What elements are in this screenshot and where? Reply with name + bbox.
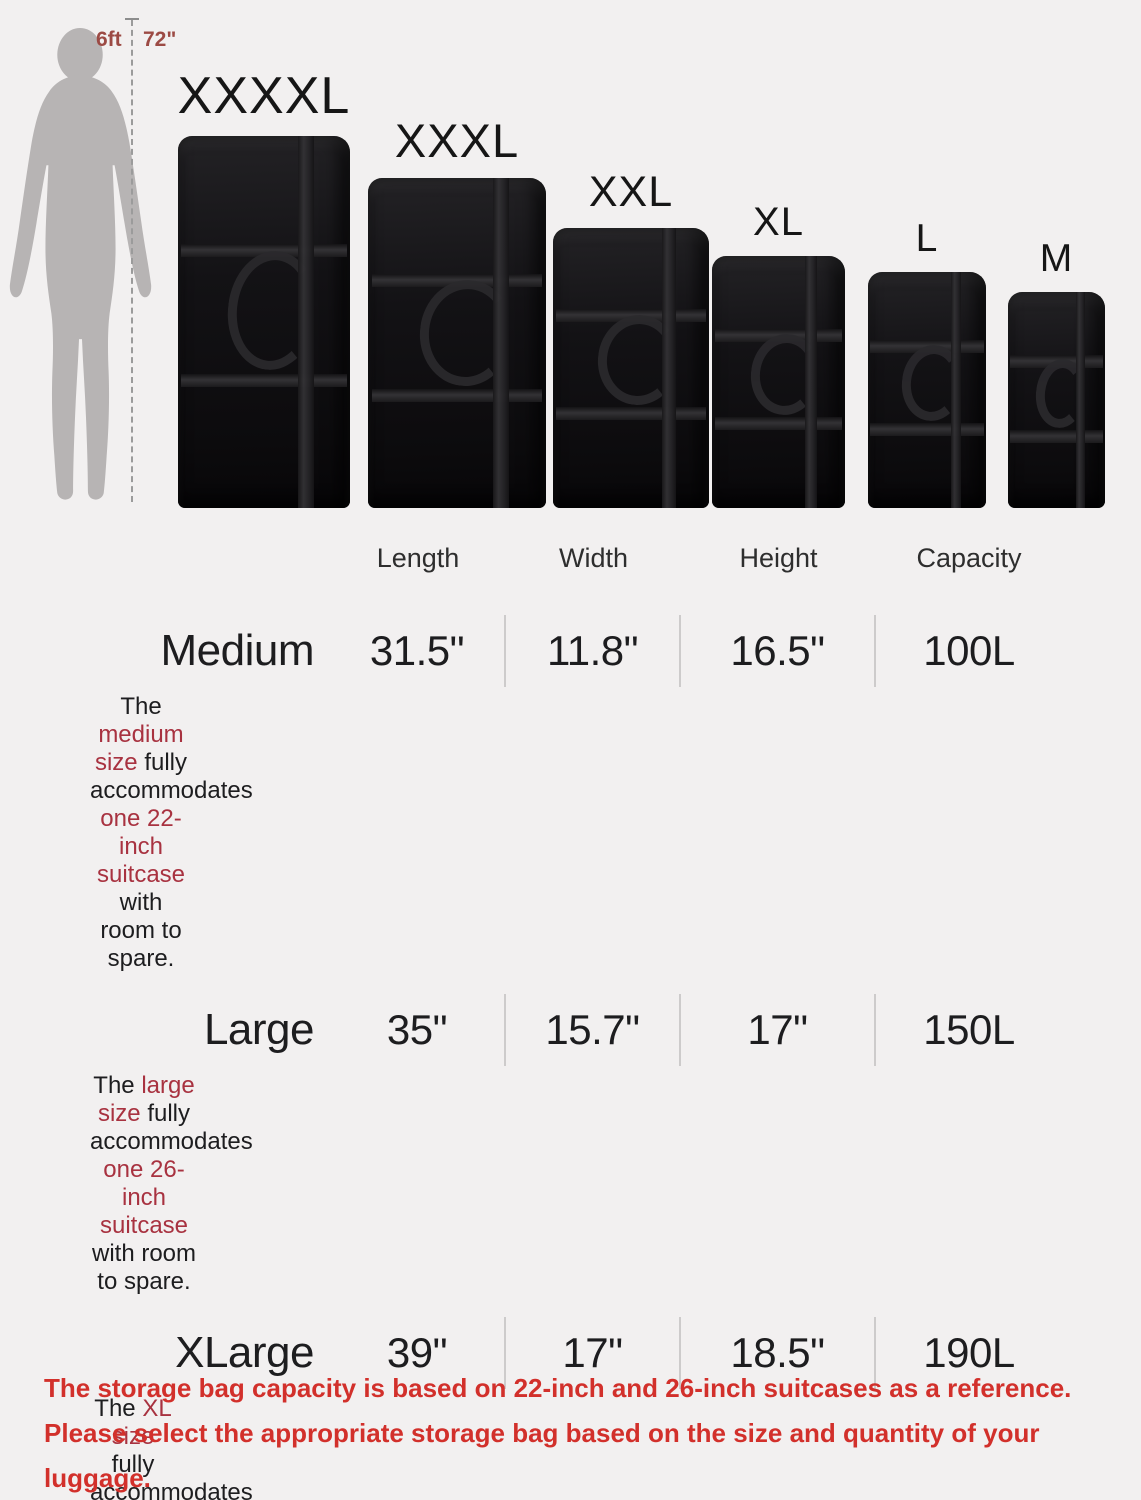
storage-bag xyxy=(178,136,350,508)
desc-text: The xyxy=(93,1072,142,1099)
height-label-inches: 72" xyxy=(143,28,177,51)
desc-text: fully accommodates xyxy=(90,1100,253,1155)
desc-text: with room to spare. xyxy=(91,1240,197,1295)
measure-tick xyxy=(125,18,139,20)
bag-vertical-strap xyxy=(298,136,314,508)
capacity-value: 190L xyxy=(923,1329,1015,1376)
height-value: 16.5" xyxy=(681,615,876,687)
size-values-row: XLarge 39" 17" 18.5" 190L xyxy=(20,1317,1015,1389)
bag-size-label: XXXXL xyxy=(177,67,351,125)
bag-vertical-strap xyxy=(805,256,818,508)
bag-size-label: XXL xyxy=(588,168,674,216)
storage-bag xyxy=(368,178,546,508)
size-row: Large 35" 15.7" 17" 150L The large size … xyxy=(20,994,1015,1296)
width-value: 15.7" xyxy=(506,994,681,1066)
bag-size-column: L xyxy=(868,0,986,508)
desc-text: fully accommodates xyxy=(90,1451,253,1500)
bag-horizontal-strap xyxy=(371,389,543,403)
column-header-capacity: Capacity xyxy=(916,543,1022,573)
desc-highlight-suitcase: one 22-inch suitcase xyxy=(96,805,186,888)
bag-size-column: XL xyxy=(712,0,845,508)
bag-size-column: XXXXL xyxy=(178,0,350,508)
bag-size-label: XXXL xyxy=(394,114,520,167)
note-line: The storage bag capacity is based on 22-… xyxy=(44,1373,1072,1403)
column-header-length: Length xyxy=(376,543,460,573)
spec-table-rows: Medium 31.5" 11.8" 16.5" 100L The medium… xyxy=(20,615,1062,1500)
bag-vertical-strap xyxy=(1075,292,1085,508)
height-dashed-line xyxy=(131,20,133,502)
desc-text: with room to spare. xyxy=(100,889,182,972)
size-description: The large size fully accommodates one 26… xyxy=(20,1072,253,1296)
bag-horizontal-strap xyxy=(556,407,706,421)
height-label-feet: 6ft xyxy=(96,28,122,51)
size-name: Medium xyxy=(160,626,315,675)
length-value: 31.5" xyxy=(330,615,506,687)
width-value: 17" xyxy=(506,1317,681,1389)
size-description: The XL size fully accommodates two 22-in… xyxy=(20,1395,253,1500)
human-silhouette xyxy=(9,28,152,500)
spec-table-header: Length Width Height Capacity xyxy=(20,543,1062,574)
storage-bag xyxy=(868,272,986,508)
bag-size-column: M xyxy=(1008,0,1105,508)
length-value: 35" xyxy=(330,994,506,1066)
capacity-value: 150L xyxy=(923,1006,1015,1053)
storage-bag xyxy=(1008,292,1105,508)
bag-size-column: XXL xyxy=(553,0,709,508)
bag-horizontal-strap xyxy=(714,417,843,431)
column-header-width: Width xyxy=(558,543,629,573)
bag-vertical-strap xyxy=(950,272,962,508)
desc-highlight-size: large size xyxy=(97,1072,195,1127)
bag-vertical-strap xyxy=(492,178,509,508)
size-row: XLarge 39" 17" 18.5" 190L The XL size fu… xyxy=(20,1317,1015,1500)
bag-horizontal-strap xyxy=(1009,430,1104,444)
size-row: Medium 31.5" 11.8" 16.5" 100L The medium… xyxy=(20,615,1015,973)
storage-bag xyxy=(553,228,709,508)
width-value: 11.8" xyxy=(506,615,681,687)
desc-highlight-suitcase: one 26-inch suitcase xyxy=(99,1156,189,1239)
capacity-notes: The storage bag capacity is based on 22-… xyxy=(44,1366,1125,1500)
header-spacer xyxy=(20,543,330,574)
bag-size-label: L xyxy=(915,217,939,260)
size-description: The medium size fully accommodates one 2… xyxy=(20,693,253,973)
desc-highlight-size: medium size xyxy=(94,721,184,776)
bag-horizontal-strap xyxy=(181,374,347,388)
column-header-height: Height xyxy=(739,543,818,573)
length-value: 39" xyxy=(330,1317,506,1389)
desc-highlight-size: XL size xyxy=(111,1395,172,1450)
height-value: 17" xyxy=(681,994,876,1066)
bag-size-label: M xyxy=(1039,237,1074,280)
desc-text: The xyxy=(120,693,162,720)
bag-size-column: XXXL xyxy=(368,0,546,508)
size-values-row: Medium 31.5" 11.8" 16.5" 100L xyxy=(20,615,1015,687)
desc-text: fully accommodates xyxy=(90,749,253,804)
size-name: XLarge xyxy=(175,1328,314,1377)
size-values-row: Large 35" 15.7" 17" 150L xyxy=(20,994,1015,1066)
note-line: Please select the appropriate storage ba… xyxy=(44,1418,1040,1493)
storage-bag xyxy=(712,256,845,508)
bag-vertical-strap xyxy=(662,228,677,508)
bag-size-label: XL xyxy=(753,200,804,244)
height-value: 18.5" xyxy=(681,1317,876,1389)
capacity-value: 100L xyxy=(923,627,1015,674)
size-name: Large xyxy=(203,1005,315,1054)
desc-text: The xyxy=(94,1395,143,1422)
bag-horizontal-strap xyxy=(870,423,984,437)
